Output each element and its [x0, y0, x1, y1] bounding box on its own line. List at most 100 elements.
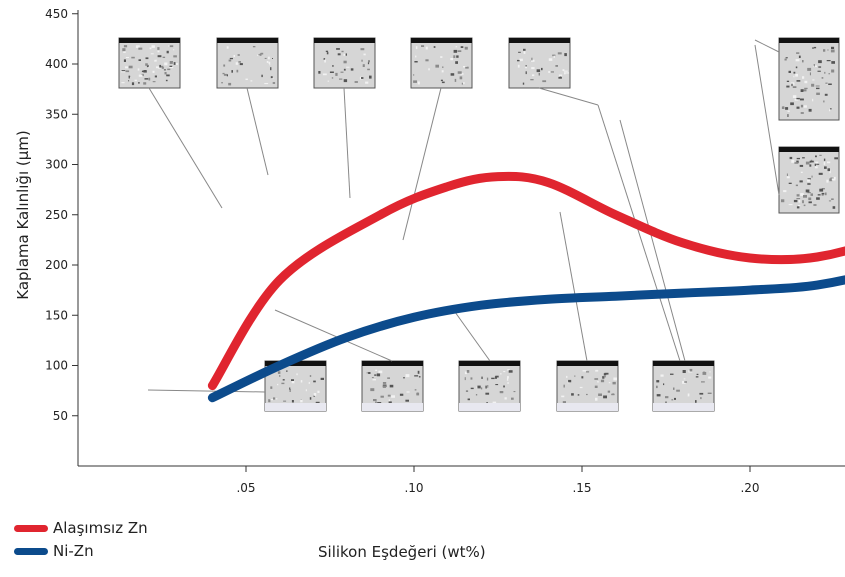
- thumbnail-speckle: [123, 59, 126, 62]
- thumbnail-speckle: [799, 164, 804, 167]
- thumbnail-speckle: [223, 64, 226, 67]
- thumbnail-speckle: [222, 72, 225, 75]
- thumbnail-speckle: [660, 374, 664, 377]
- thumbnail-speckle: [809, 164, 812, 167]
- thumbnail-speckle: [369, 75, 372, 79]
- thumbnail-speckle: [508, 370, 513, 373]
- thumbnail-speckle: [827, 161, 831, 164]
- thumbnail-speckle: [831, 198, 834, 200]
- thumbnail-speckle: [150, 53, 154, 55]
- thumbnail-speckle: [343, 79, 348, 83]
- thumbnail-top-edge: [265, 361, 326, 366]
- thumbnail-speckle: [665, 396, 669, 399]
- thumbnail-speckle: [612, 381, 616, 385]
- x-tick-label: .15: [572, 481, 591, 495]
- thumbnail-speckle: [460, 46, 464, 48]
- thumbnail-speckle: [329, 71, 334, 73]
- thumbnail-speckle: [375, 369, 378, 371]
- thumbnail-speckle: [564, 72, 566, 75]
- thumbnail-speckle: [786, 85, 790, 88]
- y-tick-label: 450: [45, 7, 68, 21]
- thumbnail-speckle: [175, 63, 179, 65]
- micrograph-thumbnail: [118, 37, 181, 89]
- thumbnail-speckle: [335, 72, 338, 76]
- thumbnail-speckle: [300, 399, 303, 403]
- y-tick-label: 50: [53, 409, 68, 423]
- thumbnail-speckle: [226, 46, 229, 49]
- thumbnail-speckle: [808, 108, 812, 112]
- thumbnail-speckle: [270, 386, 273, 389]
- thumbnail-speckle: [465, 66, 469, 69]
- thumbnail-speckle: [428, 68, 430, 71]
- thumbnail-speckle: [309, 397, 312, 400]
- thumbnail-speckle: [802, 200, 804, 204]
- thumbnail-speckle: [145, 63, 148, 66]
- thumbnail-speckle: [138, 59, 141, 61]
- thumbnail-top-edge: [314, 38, 375, 43]
- thumbnail-speckle: [815, 155, 817, 158]
- thumbnail-speckle: [563, 70, 568, 72]
- thumbnail-speckle: [343, 68, 346, 71]
- thumbnail-speckle: [796, 106, 800, 109]
- thumbnail-speckle: [794, 99, 799, 101]
- thumbnail-speckle: [525, 71, 527, 75]
- thumbnail-speckle: [555, 65, 558, 67]
- thumbnail-speckle: [421, 45, 425, 47]
- thumbnail-speckle: [673, 387, 675, 390]
- thumbnail-speckle: [258, 54, 261, 56]
- thumbnail-speckle: [796, 97, 800, 100]
- thumbnail-speckle: [564, 53, 567, 57]
- thumbnail-speckle: [470, 377, 473, 380]
- thumbnail-speckle: [684, 381, 687, 383]
- thumbnail-substrate: [362, 403, 423, 411]
- thumbnail-speckle: [235, 62, 238, 65]
- thumbnail-speckle: [425, 46, 428, 50]
- thumbnail-speckle: [586, 393, 588, 396]
- thumbnail-speckle: [548, 58, 553, 61]
- thumbnail-speckle: [286, 370, 288, 372]
- leader-line: [559, 211, 588, 362]
- thumbnail-substrate: [653, 403, 714, 411]
- thumbnail-speckle: [322, 73, 327, 76]
- thumbnail-speckle: [823, 100, 825, 103]
- thumbnail-speckle: [548, 71, 551, 73]
- thumbnail-speckle: [796, 52, 800, 54]
- thumbnail-speckle: [798, 55, 801, 58]
- thumbnail-speckle: [823, 49, 826, 52]
- thumbnail-speckle: [831, 61, 835, 64]
- thumbnail-speckle: [807, 183, 811, 185]
- thumbnail-speckle: [173, 49, 175, 51]
- thumbnail-speckle: [441, 81, 445, 84]
- thumbnail-speckle: [700, 397, 702, 400]
- thumbnail-speckle: [272, 58, 273, 59]
- thumbnail-speckle: [800, 104, 804, 108]
- thumbnail-speckle: [803, 195, 807, 198]
- thumbnail-speckle: [296, 373, 298, 376]
- thumbnail-speckle: [269, 64, 271, 66]
- thumbnail-speckle: [689, 368, 693, 372]
- thumbnail-speckle: [674, 397, 676, 400]
- thumbnail-substrate: [459, 403, 520, 411]
- thumbnail-speckle: [414, 389, 417, 391]
- thumbnail-speckle: [343, 60, 347, 64]
- thumbnail-speckle: [365, 81, 369, 84]
- thumbnail-speckle: [577, 394, 580, 396]
- thumbnail-speckle: [807, 178, 811, 180]
- thumbnail-speckle: [415, 46, 418, 50]
- y-tick-label: 200: [45, 258, 68, 272]
- thumbnail-speckle: [702, 371, 706, 374]
- thumbnail-speckle: [802, 157, 805, 159]
- thumbnail-speckle: [366, 372, 368, 374]
- thumbnail-speckle: [450, 73, 455, 76]
- leader-line: [274, 309, 393, 362]
- thumbnail-speckle: [813, 204, 817, 206]
- thumbnail-speckle: [300, 380, 303, 383]
- thumbnail-speckle: [372, 379, 376, 381]
- thumbnail-speckle: [375, 401, 377, 404]
- micrograph-thumbnail: [652, 360, 715, 412]
- thumbnail-speckle: [464, 377, 466, 381]
- thumbnail-speckle: [802, 89, 807, 92]
- thumbnail-speckle: [313, 394, 315, 397]
- thumbnail-speckle: [270, 76, 273, 79]
- thumbnail-speckle: [166, 50, 169, 54]
